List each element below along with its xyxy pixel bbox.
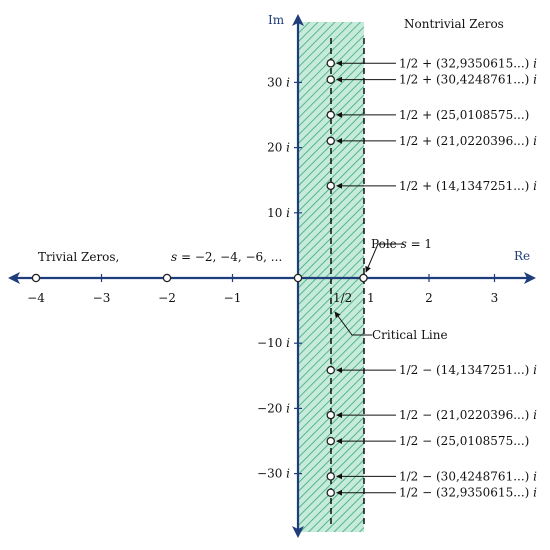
real-axis-arrow-left [8, 272, 20, 284]
half-tick-label: 1/2 [333, 291, 352, 305]
nontrivial-zero-labels: 1/2 + (32,9350615...) i 1/2 + (30,4248761… [336, 56, 537, 500]
nontrivial-zero-marker [326, 410, 335, 420]
real-tick-label: 3 [491, 291, 499, 305]
origin-marker [293, 273, 303, 283]
pole-label: Pole s = 1 [371, 237, 432, 251]
zero-label: 1/2 + (25,0108575...) [399, 108, 529, 122]
real-axis-label: Re [514, 249, 530, 263]
imag-axis-arrow-down [292, 526, 304, 538]
critical-line-pointer [334, 311, 372, 336]
zero-label: 1/2 − (21,0220396...) i [399, 408, 537, 422]
nontrivial-zero-marker [326, 110, 335, 120]
special-point-markers [293, 273, 368, 283]
nontrivial-zero-marker [326, 181, 335, 191]
critical-line-label: Critical Line [372, 328, 448, 342]
imag-axis-arrow-up [292, 14, 304, 26]
real-tick-label: −1 [224, 291, 242, 305]
zero-label: 1/2 − (25,0108575...) [399, 434, 529, 448]
nontrivial-zero-marker [326, 136, 335, 146]
tick-marks: −4 −3 −2 −1 2 3 30 i 20 i 10 i −10 i −20 i −30 i [27, 75, 498, 480]
imag-tick-label: −20 i [257, 401, 290, 415]
pole-arrow [365, 243, 379, 273]
zero-label: 1/2 − (30,4248761...) i [399, 469, 537, 483]
nontrivial-zero-marker [326, 436, 335, 446]
zero-label: 1/2 + (32,9350615...) i [399, 56, 537, 70]
nontrivial-zero-marker [326, 488, 335, 497]
trivial-heading: Trivial Zeros, [38, 250, 119, 264]
imag-tick-label: 10 i [267, 206, 290, 220]
trivial-formula: s = −2, −4, −6, ... [171, 250, 282, 264]
nontrivial-zero-markers [326, 59, 335, 497]
nontrivial-zero-marker [326, 472, 335, 481]
trivial-zero-marker [31, 273, 41, 283]
imag-tick-label: 30 i [267, 75, 290, 89]
trivial-zero-markers [31, 273, 172, 283]
real-tick-label: −2 [158, 291, 176, 305]
zero-label: 1/2 − (14,1347251...) i [399, 363, 537, 377]
nontrivial-zero-marker [326, 365, 335, 375]
pole-marker [359, 273, 368, 283]
imag-tick-label: −30 i [257, 467, 290, 481]
nontrivial-zero-marker [326, 59, 335, 68]
zero-label: 1/2 + (21,0220396...) i [399, 134, 537, 148]
zero-label: 1/2 + (30,4248761...) i [399, 73, 537, 87]
real-tick-label: 2 [425, 291, 433, 305]
real-axis-arrow-right [524, 272, 536, 284]
real-tick-label: −3 [93, 291, 111, 305]
imag-axis-label: Im [268, 13, 285, 27]
trivial-zero-marker [162, 273, 172, 283]
zero-label: 1/2 + (14,1347251...) i [399, 179, 537, 193]
nontrivial-zero-marker [326, 75, 335, 84]
axes [8, 14, 536, 538]
one-tick-label: 1 [367, 291, 375, 305]
zero-label: 1/2 − (32,9350615...) i [399, 486, 537, 500]
nontrivial-heading: Nontrivial Zeros [404, 17, 504, 31]
imag-tick-label: 20 i [267, 141, 290, 155]
real-tick-label: −4 [27, 291, 45, 305]
imag-tick-label: −10 i [257, 336, 290, 350]
